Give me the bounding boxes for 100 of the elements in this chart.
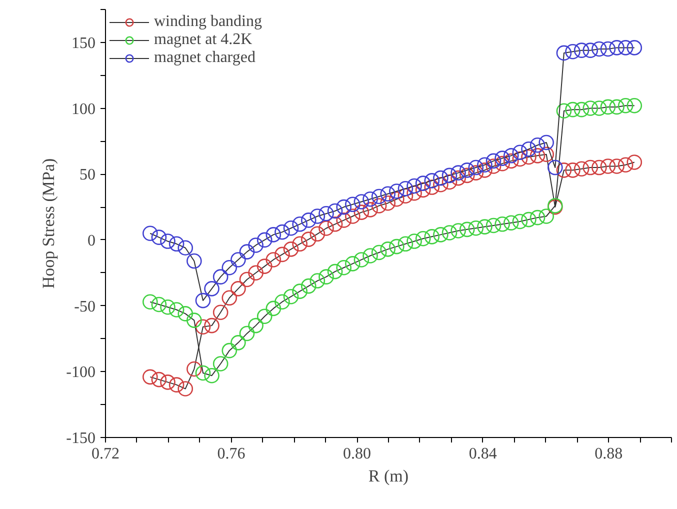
- point: [592, 41, 607, 57]
- point: [283, 220, 299, 236]
- point: [398, 180, 414, 196]
- point: [318, 220, 334, 236]
- point: [168, 377, 184, 392]
- y-tick-label: 0: [88, 232, 96, 250]
- point: [230, 281, 246, 296]
- point: [618, 157, 634, 173]
- x-tick-label: 0.84: [468, 446, 497, 462]
- point: [292, 284, 308, 299]
- point: [300, 212, 316, 228]
- point: [195, 319, 211, 335]
- point: [494, 156, 510, 172]
- point: [521, 212, 536, 228]
- point: [538, 208, 554, 224]
- point: [266, 227, 282, 242]
- y-tick-label: -50: [74, 298, 96, 316]
- point: [336, 212, 352, 228]
- point: [248, 238, 264, 253]
- point: [538, 134, 554, 150]
- point: [345, 208, 360, 224]
- point: [371, 198, 387, 214]
- point: [521, 141, 536, 157]
- point: [477, 219, 492, 234]
- point: [574, 161, 590, 176]
- point: [494, 150, 510, 166]
- point: [398, 236, 414, 252]
- point: [609, 99, 624, 115]
- point: [283, 288, 299, 304]
- point: [292, 236, 308, 252]
- point: [310, 273, 326, 288]
- point: [380, 195, 396, 211]
- point: [389, 192, 404, 207]
- point: [424, 180, 440, 195]
- point: [442, 168, 458, 184]
- x-tick-label: 0.72: [92, 446, 120, 462]
- y-tick-label: -100: [66, 364, 96, 382]
- point: [450, 170, 466, 186]
- point: [459, 222, 475, 238]
- point: [592, 160, 607, 176]
- x-tick-label: 0.80: [343, 446, 372, 462]
- point: [345, 196, 360, 212]
- point: [195, 365, 211, 381]
- point: [574, 42, 590, 58]
- point: [512, 214, 528, 230]
- point: [380, 186, 396, 202]
- point: [186, 253, 202, 269]
- point: [212, 356, 228, 372]
- point: [442, 174, 458, 190]
- y-axis-title: Hoop Stress (MPa): [39, 158, 58, 289]
- point: [310, 208, 326, 224]
- point: [512, 144, 528, 160]
- point: [618, 98, 634, 114]
- point: [222, 290, 238, 306]
- legend-label: magnet at 4.2K: [154, 31, 252, 49]
- x-tick-label: 0.76: [217, 446, 246, 462]
- point: [477, 157, 492, 173]
- point: [142, 369, 158, 385]
- point: [266, 252, 282, 268]
- point: [406, 178, 422, 194]
- point: [626, 154, 642, 170]
- point: [354, 204, 370, 220]
- point: [362, 192, 378, 207]
- point: [204, 281, 220, 296]
- point: [212, 304, 228, 320]
- point: [178, 306, 194, 322]
- point: [212, 269, 228, 284]
- legend-label: magnet charged: [154, 49, 256, 67]
- point: [406, 234, 422, 249]
- point: [442, 225, 458, 240]
- point: [415, 176, 431, 191]
- point: [450, 223, 466, 238]
- point: [468, 165, 484, 180]
- point: [380, 242, 396, 257]
- point: [398, 188, 414, 204]
- point: [292, 216, 308, 232]
- point: [582, 42, 598, 58]
- point: [168, 302, 184, 318]
- point: [609, 158, 624, 174]
- point: [486, 218, 502, 234]
- point: [300, 278, 316, 294]
- point: [503, 153, 519, 169]
- point: [582, 160, 598, 176]
- point: [256, 232, 272, 248]
- point: [459, 168, 475, 184]
- point: [354, 252, 370, 268]
- point: [450, 165, 466, 180]
- point: [310, 226, 326, 242]
- point: [389, 238, 404, 254]
- point: [548, 160, 563, 176]
- point: [600, 158, 616, 174]
- point: [582, 100, 598, 116]
- x-axis-title: R (m): [368, 466, 409, 486]
- point: [204, 318, 220, 334]
- point: [565, 162, 580, 178]
- point: [327, 216, 343, 232]
- point: [204, 368, 220, 384]
- point: [230, 252, 246, 268]
- point: [151, 296, 167, 312]
- point: [530, 210, 546, 226]
